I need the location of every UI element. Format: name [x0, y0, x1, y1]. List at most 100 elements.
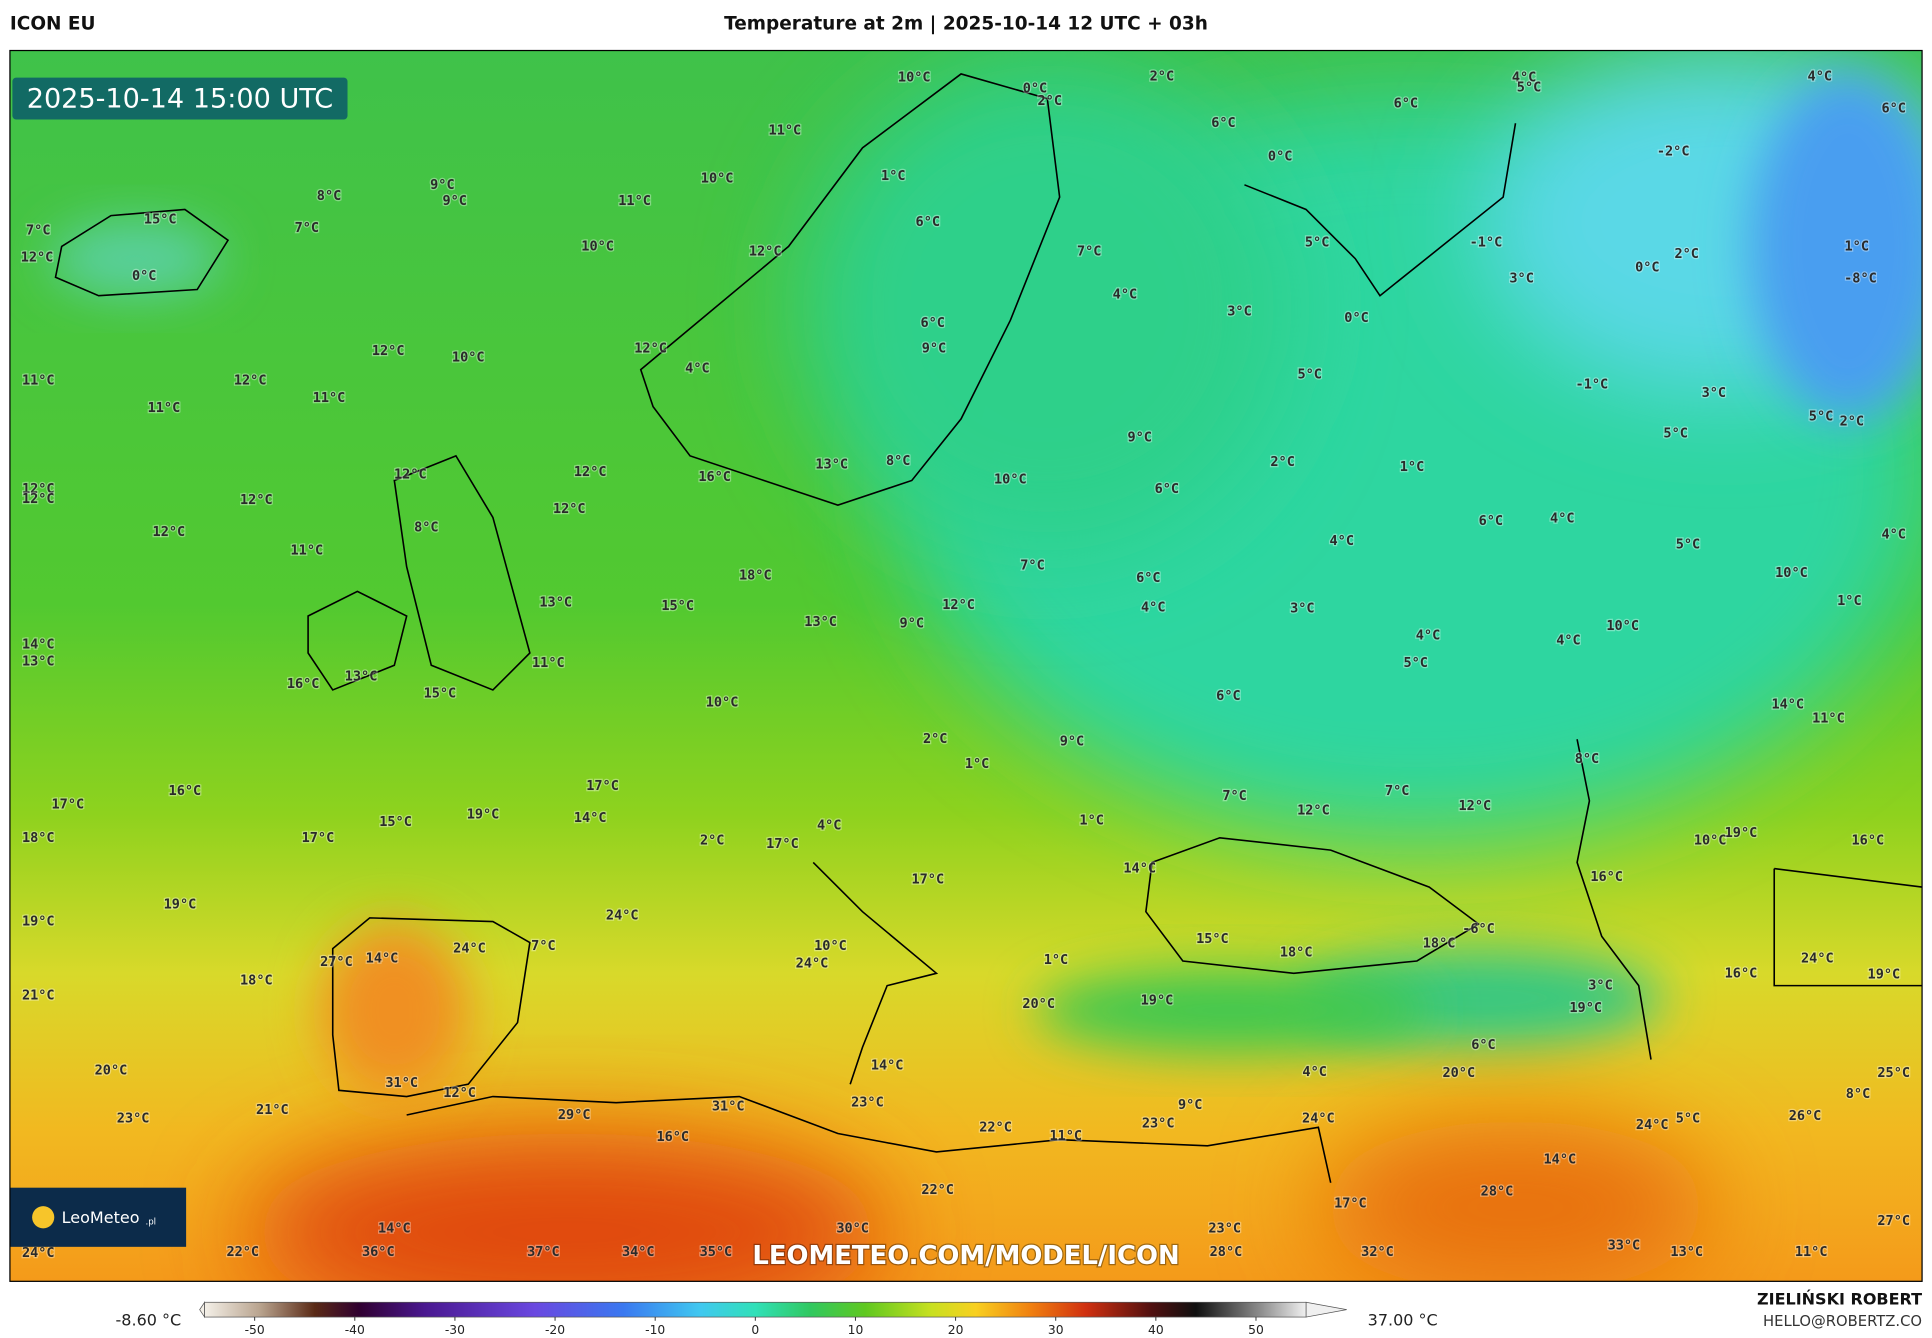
colorbar-tick-label: 10: [848, 1323, 864, 1337]
temperature-label: 13°C: [815, 456, 848, 472]
temperature-label: 6°C: [1136, 570, 1160, 586]
colorbar-end: [1305, 1301, 1347, 1318]
temperature-label: 11°C: [769, 123, 802, 139]
temperature-label: 17°C: [52, 797, 85, 813]
temperature-label: 1°C: [1044, 952, 1068, 968]
temperature-label: 24°C: [453, 941, 486, 957]
temperature-label: 14°C: [22, 636, 55, 652]
hot-region: [246, 1133, 888, 1282]
temperature-label: 12°C: [153, 524, 186, 540]
temperature-label: 11°C: [1812, 710, 1845, 726]
temperature-label: 23°C: [117, 1111, 150, 1127]
temperature-label: 4°C: [1330, 533, 1354, 549]
temperature-label: 17°C: [302, 830, 335, 846]
temperature-label: 5°C: [1676, 1111, 1700, 1127]
colorbar-min: -8.60 °C: [116, 1310, 182, 1329]
temperature-label: 5°C: [1676, 537, 1700, 553]
temperature-label: 24°C: [606, 907, 639, 923]
temperature-label: 5°C: [1305, 235, 1329, 251]
temperature-label: -6°C: [1462, 921, 1495, 937]
temperature-label: 6°C: [1155, 481, 1179, 497]
temperature-label: 20°C: [1443, 1065, 1476, 1081]
temperature-label: 14°C: [366, 951, 399, 967]
temperature-label: 11°C: [532, 655, 565, 671]
temperature-label: 1°C: [1079, 813, 1103, 829]
temperature-label: 4°C: [1556, 633, 1580, 649]
temperature-label: 8°C: [886, 453, 910, 469]
temperature-label: 0°C: [1344, 310, 1368, 326]
temperature-label: 2°C: [1675, 246, 1699, 262]
temperature-label: 6°C: [1471, 1037, 1495, 1053]
temperature-label: 12°C: [1459, 798, 1492, 814]
temperature-label: 10°C: [701, 171, 734, 187]
temperature-label: 22°C: [979, 1119, 1012, 1135]
temperature-label: 6°C: [1479, 513, 1503, 529]
temperature-label: 31°C: [385, 1075, 418, 1091]
temperature-label: 5°C: [1517, 79, 1541, 95]
map-frame: [9, 49, 1923, 1282]
temperature-label: 10°C: [814, 938, 847, 954]
colorbar-tick-label: -30: [445, 1323, 465, 1337]
temperature-label: -8°C: [1844, 270, 1877, 286]
temperature-label: 19°C: [22, 914, 55, 930]
email: HELLO@ROBERTZ.CO: [1763, 1313, 1922, 1330]
temperature-label: 24°C: [1636, 1117, 1669, 1133]
temperature-label: -1°C: [1470, 235, 1503, 251]
temperature-label: 7°C: [1222, 788, 1246, 804]
temperature-label: 9°C: [1178, 1097, 1202, 1113]
colorbar-tick-label: -40: [345, 1323, 365, 1337]
temperature-label: 19°C: [1569, 1000, 1602, 1016]
colorbar-tick-label: -10: [645, 1323, 665, 1337]
temperature-label: 28°C: [1210, 1244, 1243, 1260]
temperature-label: 15°C: [1196, 931, 1229, 947]
temperature-label: 2°C: [1038, 93, 1062, 109]
temperature-label: 4°C: [1550, 511, 1574, 527]
temperature-label: 7°C: [1077, 243, 1101, 259]
logo-name: LeoMeteo: [62, 1208, 140, 1227]
temperature-label: 1°C: [965, 756, 989, 772]
temperature-label: 17°C: [1334, 1196, 1367, 1212]
temperature-label: 27°C: [320, 954, 353, 970]
temperature-label: 3°C: [1588, 978, 1612, 994]
temperature-label: 15°C: [424, 686, 457, 702]
temperature-label: 4°C: [1141, 599, 1165, 615]
temperature-label: 9°C: [1127, 429, 1151, 445]
temperature-label: 6°C: [921, 315, 945, 331]
cold-region: [1749, 73, 1923, 419]
temperature-label: 1°C: [1400, 459, 1424, 475]
temperature-label: 35°C: [700, 1244, 733, 1260]
logo-suffix: .pl: [145, 1218, 156, 1228]
temperature-label: 10°C: [994, 471, 1027, 487]
temperature-label: 16°C: [1725, 965, 1758, 981]
temperature-label: 4°C: [1808, 68, 1832, 84]
temperature-label: 13°C: [22, 654, 55, 670]
temperature-label: 16°C: [169, 783, 202, 799]
colorbar-tick-label: 50: [1248, 1323, 1264, 1337]
author: ZIELIŃSKI ROBERT: [1757, 1289, 1922, 1308]
temperature-label: 2°C: [923, 731, 947, 747]
iberia: [320, 924, 469, 1097]
temperature-label: 32°C: [1361, 1244, 1394, 1260]
temperature-label: 22°C: [921, 1182, 954, 1198]
temperature-label: 20°C: [1022, 996, 1055, 1012]
temperature-label: 12°C: [1297, 803, 1330, 819]
model-name: ICON EU: [10, 14, 96, 35]
temperature-label: 16°C: [656, 1129, 689, 1145]
valid-time-box: [12, 77, 348, 120]
temperature-label: 14°C: [574, 810, 607, 826]
temperature-label: 6°C: [1216, 688, 1240, 704]
temperature-label: 12°C: [749, 243, 782, 259]
temperature-label: 19°C: [1141, 992, 1174, 1008]
temperature-label: 4°C: [817, 817, 841, 833]
temperature-label: 9°C: [442, 193, 466, 209]
temperature-label: 7°C: [1020, 558, 1044, 574]
temperature-label: 18°C: [240, 973, 273, 989]
temperature-label: 3°C: [1290, 601, 1314, 617]
temperature-label: 16°C: [287, 676, 320, 692]
temperature-label: 24°C: [796, 955, 829, 971]
temperature-label: 36°C: [362, 1244, 395, 1260]
temperature-label: 22°C: [226, 1244, 259, 1260]
temperature-label: 9°C: [430, 177, 454, 193]
temperature-label: 24°C: [1302, 1111, 1335, 1127]
colorbar-end: [199, 1301, 205, 1319]
